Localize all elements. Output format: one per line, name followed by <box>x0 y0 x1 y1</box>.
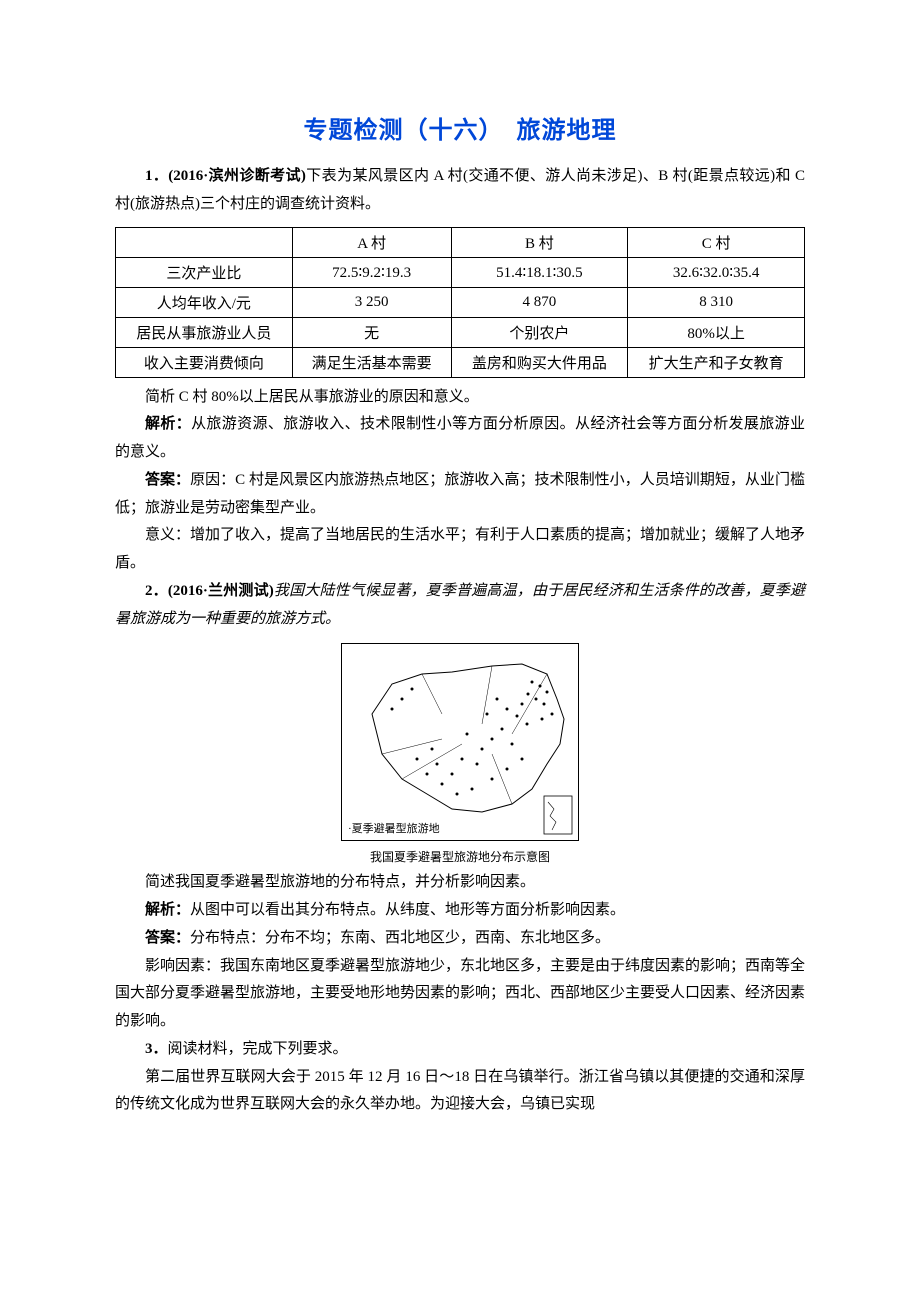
map-legend-label: ·夏季避暑型旅游地 <box>348 820 440 836</box>
china-map-box: ·夏季避暑型旅游地 <box>341 643 579 841</box>
table-cell: 3 250 <box>292 287 451 317</box>
q1-answer-p2: 意义：增加了收入，提高了当地居民的生活水平；有利于人口素质的提高；增加就业；缓解… <box>115 522 805 578</box>
q2-jiexi: 解析：从图中可以看出其分布特点。从纬度、地形等方面分析影响因素。 <box>115 897 805 925</box>
table-header-cell: C 村 <box>628 227 805 257</box>
q2-figure: ·夏季避暑型旅游地 我国夏季避暑型旅游地分布示意图 <box>115 643 805 865</box>
table-cell: 无 <box>292 317 451 347</box>
q3-stem: 3．阅读材料，完成下列要求。 <box>115 1036 805 1064</box>
table-rowhead: 三次产业比 <box>116 257 293 287</box>
table-rowhead: 居民从事旅游业人员 <box>116 317 293 347</box>
jiexi-text: 从图中可以看出其分布特点。从纬度、地形等方面分析影响因素。 <box>190 902 625 918</box>
jiexi-text: 从旅游资源、旅游收入、技术限制性小等方面分析原因。从经济社会等方面分析发展旅游业… <box>115 416 805 460</box>
china-map-svg <box>342 644 578 840</box>
q1-answer-p1: 答案：原因：C 村是风景区内旅游热点地区；旅游收入高；技术限制性小，人员培训期短… <box>115 467 805 523</box>
table-cell: 32.6∶32.0∶35.4 <box>628 257 805 287</box>
daan-label: 答案： <box>145 472 190 488</box>
map-inset-box <box>544 796 572 834</box>
jiexi-label: 解析： <box>145 902 190 918</box>
map-dots <box>391 681 554 796</box>
table-header-cell: B 村 <box>451 227 628 257</box>
table-cell: 满足生活基本需要 <box>292 347 451 377</box>
table-cell: 扩大生产和子女教育 <box>628 347 805 377</box>
q3-stem-rest: 阅读材料，完成下列要求。 <box>168 1041 348 1057</box>
q1-stem-lead: 1．(2016·滨州诊断考试) <box>145 168 306 184</box>
q3-material: 第二届世界互联网大会于 2015 年 12 月 16 日～18 日在乌镇举行。浙… <box>115 1064 805 1120</box>
q2-ask: 简述我国夏季避暑型旅游地的分布特点，并分析影响因素。 <box>115 869 805 897</box>
q2-answer-p2: 影响因素：我国东南地区夏季避暑型旅游地少，东北地区多，主要是由于纬度因素的影响；… <box>115 953 805 1036</box>
table-header-cell <box>116 227 293 257</box>
map-outline <box>372 664 564 812</box>
table-header-cell: A 村 <box>292 227 451 257</box>
q2-stem: 2．(2016·兰州测试)我国大陆性气候显著，夏季普遍高温，由于居民经济和生活条… <box>115 578 805 634</box>
table-row: 收入主要消费倾向 满足生活基本需要 盖房和购买大件用品 扩大生产和子女教育 <box>116 347 805 377</box>
q1-table: A 村 B 村 C 村 三次产业比 72.5∶9.2∶19.3 51.4∶18.… <box>115 227 805 378</box>
map-inner-lines <box>382 666 547 804</box>
table-rowhead: 人均年收入/元 <box>116 287 293 317</box>
page: 专题检测（十六） 旅游地理 1．(2016·滨州诊断考试)下表为某风景区内 A … <box>0 0 920 1302</box>
daan-label: 答案： <box>145 930 190 946</box>
table-row: 居民从事旅游业人员 无 个别农户 80%以上 <box>116 317 805 347</box>
table-rowhead: 收入主要消费倾向 <box>116 347 293 377</box>
table-cell: 8 310 <box>628 287 805 317</box>
jiexi-label: 解析： <box>145 416 191 432</box>
map-inset-islands <box>548 802 556 830</box>
q2-stem-lead: 2．(2016·兰州测试) <box>145 583 274 599</box>
table-cell: 72.5∶9.2∶19.3 <box>292 257 451 287</box>
table-cell: 个别农户 <box>451 317 628 347</box>
q2-caption: 我国夏季避暑型旅游地分布示意图 <box>115 848 805 865</box>
table-header-row: A 村 B 村 C 村 <box>116 227 805 257</box>
table-row: 三次产业比 72.5∶9.2∶19.3 51.4∶18.1∶30.5 32.6∶… <box>116 257 805 287</box>
q1-ask: 简析 C 村 80%以上居民从事旅游业的原因和意义。 <box>115 384 805 412</box>
table-row: 人均年收入/元 3 250 4 870 8 310 <box>116 287 805 317</box>
q2-answer-p1: 答案：分布特点：分布不均；东南、西北地区少，西南、东北地区多。 <box>115 925 805 953</box>
q1-stem: 1．(2016·滨州诊断考试)下表为某风景区内 A 村(交通不便、游人尚未涉足)… <box>115 163 805 219</box>
table-cell: 80%以上 <box>628 317 805 347</box>
q1-jiexi: 解析：从旅游资源、旅游收入、技术限制性小等方面分析原因。从经济社会等方面分析发展… <box>115 411 805 467</box>
q3-stem-lead: 3． <box>145 1041 168 1057</box>
page-title: 专题检测（十六） 旅游地理 <box>115 110 805 145</box>
table-cell: 4 870 <box>451 287 628 317</box>
table-cell: 盖房和购买大件用品 <box>451 347 628 377</box>
daan-text: 分布特点：分布不均；东南、西北地区少，西南、东北地区多。 <box>190 930 610 946</box>
table-cell: 51.4∶18.1∶30.5 <box>451 257 628 287</box>
daan-text: 原因：C 村是风景区内旅游热点地区；旅游收入高；技术限制性小，人员培训期短，从业… <box>115 472 805 516</box>
